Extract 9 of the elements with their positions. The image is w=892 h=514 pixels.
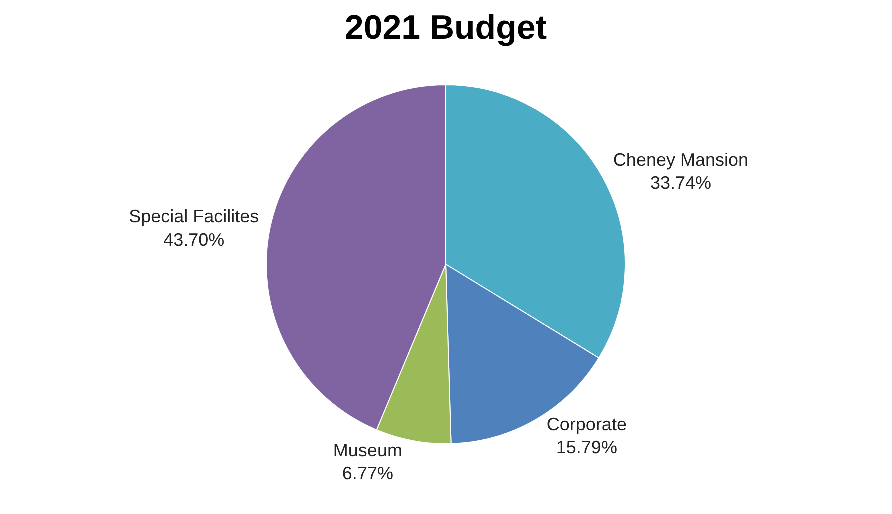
data-label: 15.79% <box>556 438 618 458</box>
slice-label: Special Facilites <box>129 206 260 227</box>
slice-label: Corporate <box>546 414 627 434</box>
chart-title: 2021 Budget <box>344 9 548 48</box>
slice-label: Museum <box>333 440 402 460</box>
data-label: 43.70% <box>164 230 225 250</box>
data-label: 33.74% <box>650 173 712 194</box>
data-label: 6.77% <box>342 464 394 484</box>
slice-label: Cheney Mansion <box>613 150 749 170</box>
